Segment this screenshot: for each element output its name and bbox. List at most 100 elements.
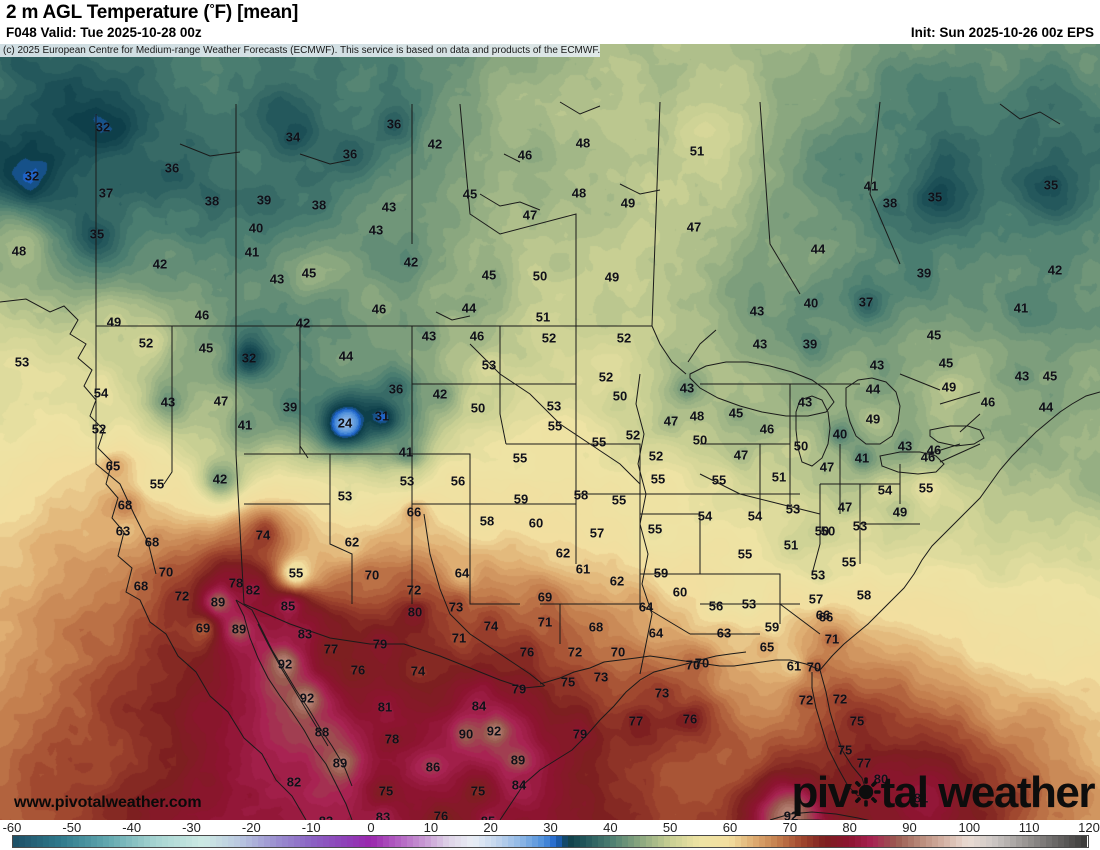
border-path [769,811,870,820]
color-scale-swatch [920,836,927,847]
color-scale-swatch [1015,836,1022,847]
color-scale-swatch [556,836,563,847]
color-scale-swatch [13,836,19,847]
border-path [235,326,245,605]
color-scale-swatch [973,836,980,847]
color-scale-swatch [508,836,515,847]
border-path [576,443,641,604]
color-scale-swatch [675,836,682,847]
color-scale-swatch [335,836,342,847]
color-scale-tick-label: -20 [241,820,261,835]
color-scale-swatch [42,836,49,847]
border-path [243,603,545,689]
color-scale-swatch [627,836,634,847]
color-scale-swatch [729,836,736,847]
site-url-watermark: www.pivotalweather.com [14,794,202,811]
color-scale-swatch [341,836,348,847]
color-scale-swatch [1027,836,1034,847]
color-scale-swatch [1021,836,1028,847]
border-path [0,298,307,820]
color-scale-swatch [221,836,228,847]
color-scale-swatch [156,836,163,847]
color-scale-tick-label: 30 [543,820,558,835]
color-scale-swatch [84,836,91,847]
color-scale-tick-label: 60 [722,820,738,835]
color-scale-swatch [460,836,467,847]
color-scale-swatch [257,836,264,847]
color-scale-swatch [741,836,748,847]
color-scale-swatch [162,836,169,847]
color-scale-swatch [1009,836,1016,847]
color-scale-tick-label: -50 [62,820,82,835]
color-scale-swatch [215,836,222,847]
color-scale-swatch [830,836,837,847]
color-scale-swatch [687,836,694,847]
color-scale-swatch [747,836,754,847]
color-scale-swatch [580,836,586,847]
color-scale-swatch [436,836,443,847]
color-scale-swatch [902,836,909,847]
border-path [687,329,717,363]
color-scale-swatch [621,836,628,847]
color-scale-swatch [329,836,336,847]
color-scale-swatch [639,836,646,847]
color-scale-swatch [651,836,658,847]
color-scale-swatch [645,836,652,847]
color-scale-swatch [18,836,25,847]
color-scale-swatch [633,836,640,847]
border-path [795,395,831,467]
border-path [299,326,309,459]
color-scale-swatch [932,836,939,847]
color-scale-swatch [204,836,210,847]
color-scale-swatch [233,836,240,847]
border-path [779,603,821,635]
sun-ray [863,777,868,784]
color-scale-swatch [812,836,819,847]
color-scale-swatch [66,836,73,847]
color-scale-swatch [1063,836,1070,847]
color-scale-tick-label: -60 [2,820,22,835]
border-path [235,599,353,787]
color-scale-tick-label: 110 [1018,820,1040,835]
color-scale-swatch [1051,836,1058,847]
color-scale-swatch [657,836,664,847]
color-scale-swatch [699,836,706,847]
border-path [503,153,521,163]
border-path [435,311,471,321]
color-scale-swatch [496,836,503,847]
color-scale-swatch [926,836,933,847]
color-scale-swatch [484,836,491,847]
border-path [845,377,901,445]
color-scale-tick-label: 10 [423,820,439,835]
border-path [811,484,821,575]
color-scale-swatch [609,836,616,847]
color-scale-tick-label: 80 [842,820,857,835]
color-scale-tick-label: -30 [182,820,201,835]
color-scale-swatch [1057,836,1064,847]
brand-watermark: piv tal weather [791,768,1096,818]
color-scale-swatch [120,836,127,847]
color-scale-swatch [842,836,849,847]
color-scale-swatch [263,836,270,847]
color-scale-swatch [705,836,712,847]
color-scale-swatch [663,836,670,847]
color-scale-swatch [108,836,115,847]
color-scale-swatch [884,836,891,847]
border-path [469,544,520,605]
init-time-label: Init: Sun 2025-10-26 00z EPS [910,25,1094,40]
color-scale-swatch [997,836,1004,847]
brand-text-first: piv [791,768,853,817]
weather-map[interactable]: 32 32 37 34 36 36 36 38 39 38 40 35 41 43 43 48 42 42 43 45… [0,44,1100,820]
color-scale-tick-label: 70 [782,820,798,835]
color-scale-bar [12,835,1089,848]
sun-ray [863,800,868,807]
color-scale-swatch [950,836,957,847]
border-path [257,623,329,747]
color-scale-swatch [353,836,360,847]
border-path [959,413,981,433]
sun-icon [851,777,881,807]
color-scale-swatch [365,836,372,847]
color-scale-swatch [227,836,234,847]
color-scale-swatch [866,836,873,847]
sun-ray [854,780,861,787]
